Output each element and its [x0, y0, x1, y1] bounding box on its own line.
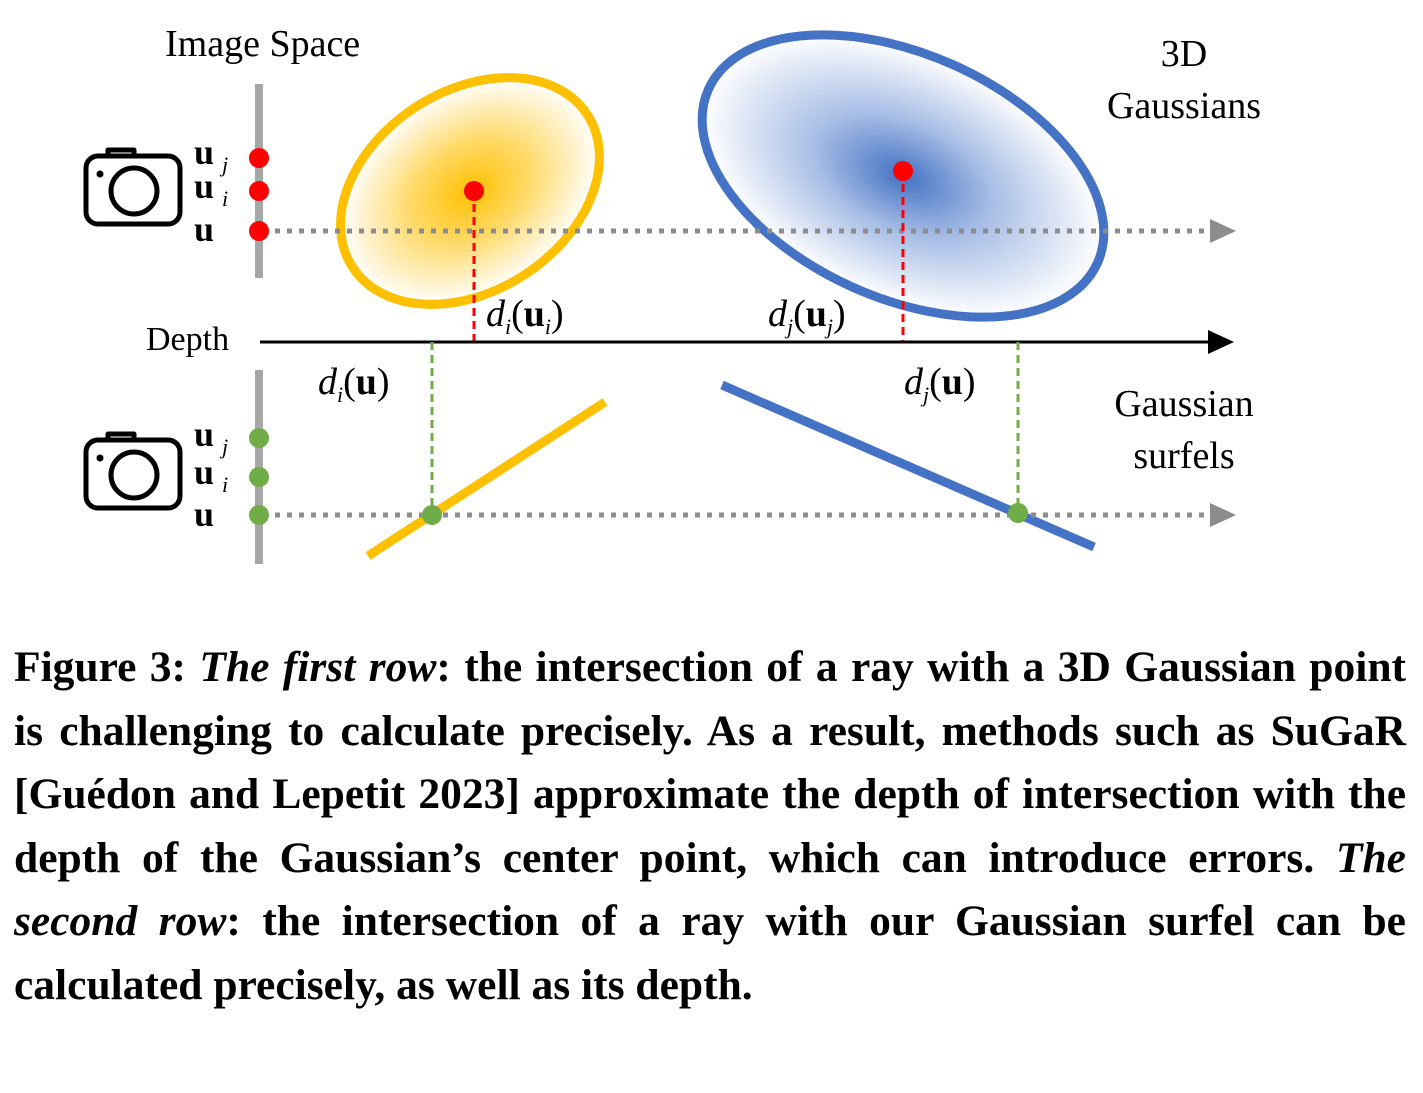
caption-second-row-heading: The second row: [14, 833, 1406, 946]
d-subscript: i: [505, 314, 511, 339]
d-subscript: i: [337, 382, 343, 407]
image-space-label: Image Space: [165, 23, 360, 65]
depth-label-di-u: di(u): [318, 361, 390, 407]
u-letter: u: [194, 452, 214, 492]
pixel-dot-ui-bottom: [249, 467, 269, 487]
depth-label-dj-uj: dj(uj): [768, 293, 846, 339]
intersection-point-blue: [1008, 503, 1028, 523]
d-symbol: d: [318, 361, 338, 403]
u-subscript: i: [545, 314, 551, 339]
pixel-label-ui-bottom: u i: [194, 452, 228, 497]
intersection-point-yellow: [422, 505, 442, 525]
pixel-label-u-top: u: [194, 209, 214, 249]
j-subscript: j: [219, 434, 228, 459]
figure-diagram: Image Space 3D Gaussians u j u i u Depth…: [83, 23, 1261, 564]
gaussian-center-yellow: [464, 181, 484, 201]
u-arg: u: [942, 361, 963, 403]
camera-icon: [83, 147, 183, 227]
u-arg: u: [524, 293, 545, 335]
d-symbol: d: [486, 293, 506, 335]
ray-top-arrowhead: [1210, 219, 1236, 243]
pixel-dot-ui-top: [249, 181, 269, 201]
caption-first-row-heading: The first row: [199, 643, 437, 691]
camera-icon: [83, 431, 183, 511]
d-subscript: j: [920, 382, 929, 407]
pixel-label-uj-bottom: u j: [194, 414, 228, 459]
caption-first-row-text: : the intersection of a ray with a 3D Ga…: [14, 643, 1407, 882]
pixel-dot-u-bottom: [249, 505, 269, 525]
figure-caption: Figure 3: The first row: the intersectio…: [14, 636, 1406, 1017]
surfels-label-line1: Gaussian: [1114, 383, 1253, 425]
u-subscript: j: [824, 314, 833, 339]
depth-label-dj-u: dj(u): [904, 361, 976, 407]
caption-label: Figure 3:: [14, 643, 187, 691]
i-subscript: i: [222, 472, 228, 497]
pixel-label-ui-top: u i: [194, 166, 228, 211]
u-letter: u: [194, 414, 214, 454]
pixel-dot-uj-top: [249, 148, 269, 168]
d-symbol: d: [768, 293, 788, 335]
ray-bottom-arrowhead: [1210, 503, 1236, 527]
pixel-dot-u-top: [249, 221, 269, 241]
u-arg: u: [356, 361, 377, 403]
surfels-label-line2: surfels: [1133, 435, 1234, 477]
depth-axis-arrowhead: [1208, 330, 1234, 354]
surfel-blue: [720, 380, 1096, 552]
pixel-dot-uj-bottom: [249, 428, 269, 448]
u-letter: u: [194, 166, 214, 206]
i-subscript: i: [222, 186, 228, 211]
surfel-yellow: [365, 398, 608, 560]
depth-label-di-ui: di(ui): [486, 293, 564, 339]
d-symbol: d: [904, 361, 924, 403]
gaussians-3d-label-line1: 3D: [1161, 33, 1207, 75]
depth-label: Depth: [146, 321, 229, 358]
u-letter: u: [194, 132, 214, 172]
pixel-label-uj-top: u j: [194, 132, 228, 177]
j-subscript: j: [219, 152, 228, 177]
gaussian-center-blue: [893, 161, 913, 181]
d-subscript: j: [784, 314, 793, 339]
pixel-label-u-bottom: u: [194, 494, 214, 534]
gaussians-3d-label-line2: Gaussians: [1107, 85, 1261, 127]
u-arg: u: [806, 293, 827, 335]
caption-second-row-text: : the intersection of a ray with our Gau…: [14, 897, 1406, 1009]
